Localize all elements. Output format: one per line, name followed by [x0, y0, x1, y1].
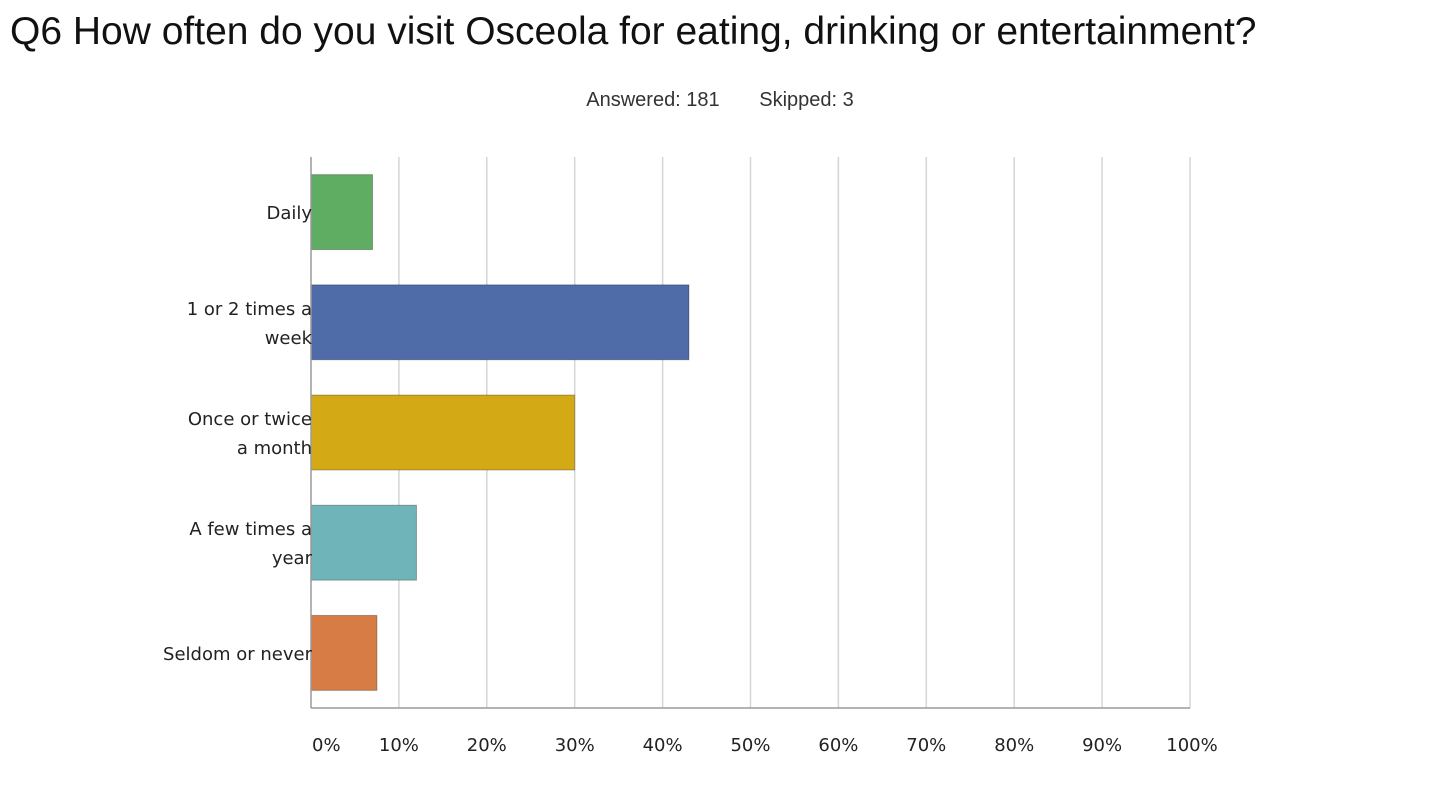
category-label: Once or twice a month [188, 409, 312, 459]
category-label-line: Daily [266, 203, 312, 224]
x-tick-label: 10% [379, 735, 419, 756]
skipped-count: Skipped: 3 [759, 89, 854, 111]
question-title: Q6 How often do you visit Osceola for ea… [10, 10, 1257, 53]
bar [310, 614, 378, 691]
x-tick-label: 60% [818, 735, 858, 756]
x-tick-label: 80% [994, 735, 1034, 756]
x-tick-labels: 0% 10% 20% 30% 40% 50% 60% 70% 80% 90% 100% [312, 735, 1218, 756]
bars [310, 174, 690, 691]
category-label: 1 or 2 times a week [187, 299, 313, 349]
category-label-line: Seldom or never [163, 644, 313, 665]
x-tick-label: 50% [730, 735, 770, 756]
bar [310, 504, 417, 581]
response-stats: Answered: 181 Skipped: 3 [0, 86, 1440, 114]
bar [310, 394, 576, 471]
x-tick-label: 70% [906, 735, 946, 756]
x-tick-label: 20% [467, 735, 507, 756]
category-label-line: Once or twice [188, 409, 312, 430]
category-label-line: 1 or 2 times a [187, 299, 312, 320]
category-label-line: a month [237, 438, 312, 459]
category-labels: Daily 1 or 2 times a week Once or twice a mo… [163, 203, 313, 665]
x-tick-label: 30% [555, 735, 595, 756]
axes [310, 157, 1190, 709]
bar [310, 174, 374, 251]
category-label: Daily [266, 203, 312, 224]
x-tick-label: 40% [643, 735, 683, 756]
category-label-line: year [272, 548, 313, 569]
category-label: A few times a year [189, 519, 312, 569]
grid-lines [398, 157, 1191, 708]
x-tick-label: 90% [1082, 735, 1122, 756]
bar [310, 284, 690, 361]
x-tick-label: 0% [312, 735, 341, 756]
answered-count: Answered: 181 [586, 89, 720, 111]
category-label: Seldom or never [163, 644, 313, 665]
x-tick-label: 100% [1166, 735, 1217, 756]
category-label-line: week [265, 328, 313, 349]
category-label-line: A few times a [189, 519, 312, 540]
